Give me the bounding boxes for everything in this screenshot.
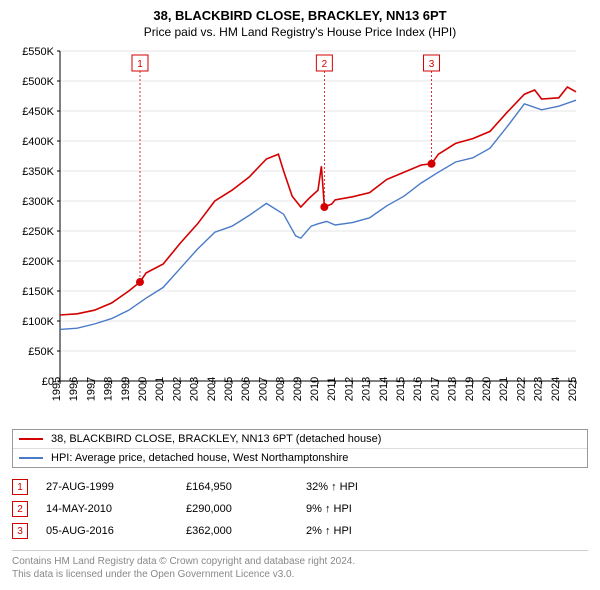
svg-text:2003: 2003 [189,377,201,401]
svg-text:£250K: £250K [22,226,54,238]
svg-text:2019: 2019 [464,377,476,401]
svg-text:2007: 2007 [257,377,269,401]
svg-text:2025: 2025 [567,377,579,401]
transaction-date: 14-MAY-2010 [46,503,186,515]
transaction-marker: 3 [12,523,28,539]
transaction-hpi: 32% ↑ HPI [306,481,358,493]
svg-text:3: 3 [429,59,435,70]
transaction-date: 05-AUG-2016 [46,525,186,537]
transaction-price: £290,000 [186,503,306,515]
transaction-price: £164,950 [186,481,306,493]
svg-text:2020: 2020 [481,377,493,401]
svg-text:£500K: £500K [22,76,54,88]
svg-text:2000: 2000 [137,377,149,401]
legend-row: HPI: Average price, detached house, West… [13,448,587,467]
svg-text:£150K: £150K [22,286,54,298]
svg-text:2: 2 [322,59,328,70]
svg-text:1999: 1999 [120,377,132,401]
svg-text:£550K: £550K [22,46,54,58]
svg-text:2021: 2021 [498,377,510,401]
legend-box: 38, BLACKBIRD CLOSE, BRACKLEY, NN13 6PT … [12,429,588,468]
svg-text:£100K: £100K [22,316,54,328]
legend-row: 38, BLACKBIRD CLOSE, BRACKLEY, NN13 6PT … [13,430,587,448]
svg-text:2004: 2004 [206,377,218,401]
price-chart: £0£50K£100K£150K£200K£250K£300K£350K£400… [12,45,588,425]
svg-text:2014: 2014 [378,377,390,401]
svg-text:1995: 1995 [51,377,63,401]
svg-text:2005: 2005 [223,377,235,401]
transaction-row: 3 05-AUG-2016£362,0002% ↑ HPI [12,520,588,542]
svg-text:1: 1 [137,59,143,70]
transaction-hpi: 2% ↑ HPI [306,525,352,537]
legend-swatch [19,457,43,459]
svg-text:2002: 2002 [171,377,183,401]
page-title: 38, BLACKBIRD CLOSE, BRACKLEY, NN13 6PT [12,8,588,23]
legend-label: HPI: Average price, detached house, West… [51,452,348,464]
transaction-marker: 2 [12,501,28,517]
svg-text:2008: 2008 [275,377,287,401]
transaction-date: 27-AUG-1999 [46,481,186,493]
svg-text:£350K: £350K [22,166,54,178]
svg-text:1998: 1998 [103,377,115,401]
legend-swatch [19,438,43,440]
svg-text:2009: 2009 [292,377,304,401]
svg-text:2016: 2016 [412,377,424,401]
transaction-row: 1 27-AUG-1999£164,95032% ↑ HPI [12,476,588,498]
svg-text:1997: 1997 [85,377,97,401]
svg-text:2013: 2013 [361,377,373,401]
svg-text:2018: 2018 [447,377,459,401]
chart-svg: £0£50K£100K£150K£200K£250K£300K£350K£400… [12,45,588,425]
svg-text:2023: 2023 [533,377,545,401]
svg-text:£50K: £50K [28,346,54,358]
svg-text:£300K: £300K [22,196,54,208]
transaction-hpi: 9% ↑ HPI [306,503,352,515]
svg-text:2022: 2022 [515,377,527,401]
svg-text:£200K: £200K [22,256,54,268]
svg-text:2012: 2012 [343,377,355,401]
svg-text:2017: 2017 [429,377,441,401]
transaction-price: £362,000 [186,525,306,537]
svg-text:2015: 2015 [395,377,407,401]
svg-text:2006: 2006 [240,377,252,401]
transaction-marker: 1 [12,479,28,495]
svg-text:2001: 2001 [154,377,166,401]
footer-line-1: Contains HM Land Registry data © Crown c… [12,555,588,568]
transactions-block: 127-AUG-1999£164,95032% ↑ HPI214-MAY-201… [12,476,588,542]
legend-label: 38, BLACKBIRD CLOSE, BRACKLEY, NN13 6PT … [51,433,381,445]
svg-text:£450K: £450K [22,106,54,118]
svg-text:£400K: £400K [22,136,54,148]
svg-text:1996: 1996 [68,377,80,401]
svg-text:2010: 2010 [309,377,321,401]
title-block: 38, BLACKBIRD CLOSE, BRACKLEY, NN13 6PT … [12,8,588,39]
page-subtitle: Price paid vs. HM Land Registry's House … [12,25,588,39]
transaction-row: 2 14-MAY-2010£290,0009% ↑ HPI [12,498,588,520]
footer-line-2: This data is licensed under the Open Gov… [12,568,588,581]
footer-note: Contains HM Land Registry data © Crown c… [12,550,588,581]
svg-text:2024: 2024 [550,377,562,401]
